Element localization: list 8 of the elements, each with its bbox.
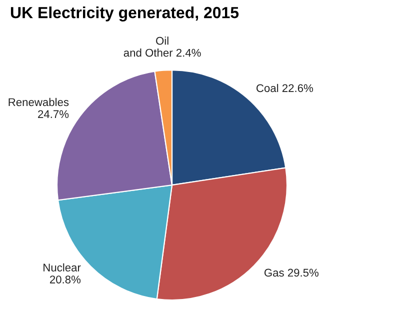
slice-label: Oil and Other 2.4% <box>124 36 201 57</box>
data-label: 20.8% <box>50 276 81 284</box>
slice-label: Nuclear <box>44 263 81 272</box>
slice-label: Coal 22.6% <box>256 84 314 92</box>
slice-label: Gas 29.5% <box>264 268 319 277</box>
slice-label: Renewables <box>8 98 69 106</box>
data-label: 24.7% <box>38 110 69 118</box>
chart-title: UK Electricity generated, 2015 <box>10 6 239 22</box>
